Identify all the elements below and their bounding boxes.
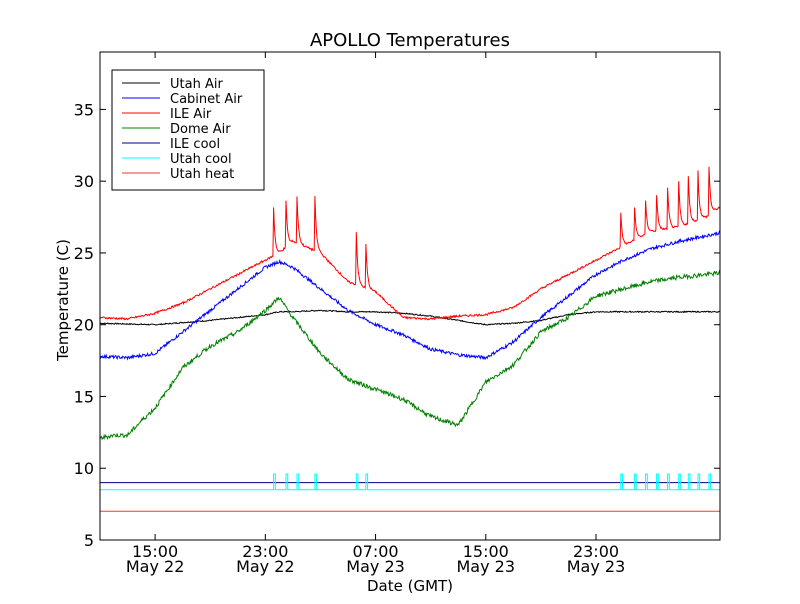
legend-label-cabinet-air: Cabinet Air bbox=[170, 92, 243, 107]
legend-label-ile-air: ILE Air bbox=[170, 107, 212, 122]
series-line-dome-air bbox=[100, 269, 720, 441]
x-tick-label-date: May 23 bbox=[567, 557, 626, 576]
x-tick-label-date: May 23 bbox=[457, 557, 516, 576]
legend-label-ile-cool: ILE cool bbox=[170, 137, 220, 152]
y-tick-label: 15 bbox=[74, 387, 94, 406]
series-line-utah-air bbox=[100, 309, 720, 326]
x-tick-label-time: 07:00 bbox=[353, 542, 399, 561]
series-line-utah-cool bbox=[100, 473, 720, 491]
x-tick-label-date: May 22 bbox=[236, 557, 295, 576]
x-tick-label-date: May 23 bbox=[346, 557, 405, 576]
legend-box bbox=[111, 69, 265, 191]
chart-title: APOLLO Temperatures bbox=[310, 30, 510, 51]
legend-label-utah-air: Utah Air bbox=[170, 77, 223, 92]
plot-frame bbox=[99, 51, 721, 541]
x-tick-label-date: May 22 bbox=[126, 557, 185, 576]
legend-label-utah-heat: Utah heat bbox=[170, 167, 234, 182]
series-line-ile-air bbox=[100, 166, 720, 321]
y-tick-label: 10 bbox=[74, 459, 94, 478]
y-tick-label: 35 bbox=[74, 100, 94, 119]
y-tick-label: 25 bbox=[74, 244, 94, 263]
legend-label-dome-air: Dome Air bbox=[170, 122, 231, 137]
y-axis-label: Temperature (C) bbox=[54, 239, 72, 362]
y-tick-label: 5 bbox=[84, 531, 94, 550]
x-tick-label-time: 23:00 bbox=[242, 542, 288, 561]
legend-label-utah-cool: Utah cool bbox=[170, 152, 232, 167]
series-group bbox=[100, 166, 720, 512]
x-axis-label: Date (GMT) bbox=[367, 577, 453, 595]
x-tick-label-time: 15:00 bbox=[132, 542, 178, 561]
y-tick-label: 30 bbox=[74, 172, 94, 191]
series-line-cabinet-air bbox=[100, 230, 720, 361]
x-tick-label-time: 15:00 bbox=[463, 542, 509, 561]
y-tick-label: 20 bbox=[74, 316, 94, 335]
x-tick-label-time: 23:00 bbox=[573, 542, 619, 561]
